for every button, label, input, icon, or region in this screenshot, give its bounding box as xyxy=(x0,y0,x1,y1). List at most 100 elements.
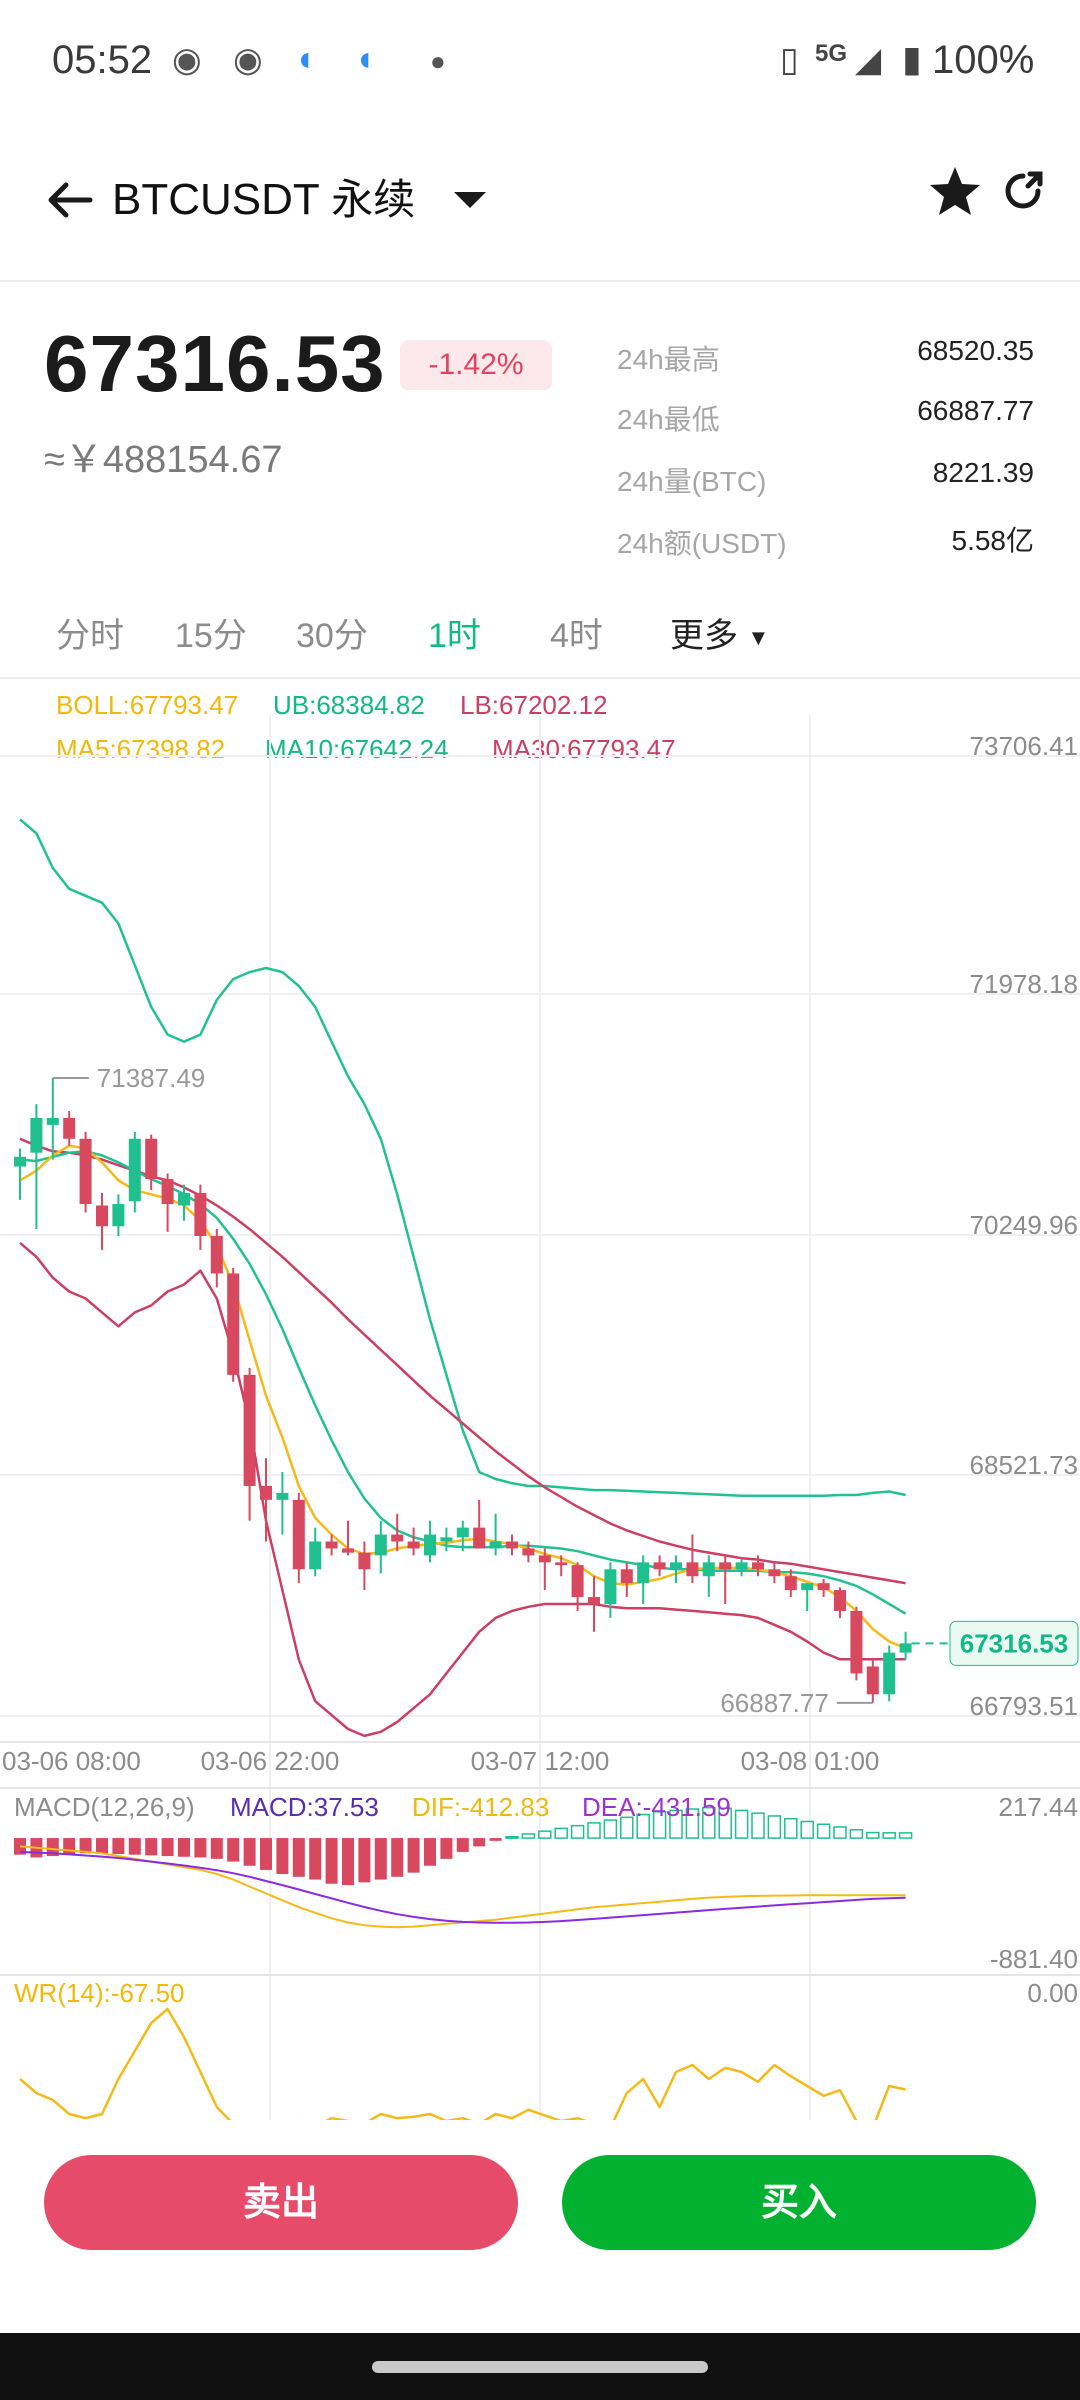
macd-bar xyxy=(866,1831,880,1839)
macd-bar xyxy=(669,1809,683,1839)
tab-more[interactable]: 更多 ▼ xyxy=(670,608,769,657)
buy-button[interactable]: 买入 xyxy=(562,2155,1036,2250)
tab-timeline[interactable]: 分时 xyxy=(56,617,124,655)
system-nav-bar xyxy=(0,2333,1080,2400)
kline-chart[interactable]: 73706.41 71978.18 70249.96 68521.73 66793.51… xyxy=(0,680,1080,2120)
candle-body xyxy=(161,1179,174,1205)
status-time: 05:52 xyxy=(52,38,153,82)
y-axis-label: 71978.18 xyxy=(970,969,1078,999)
candle-body xyxy=(883,1652,896,1695)
macd-bar xyxy=(145,1838,158,1856)
macd-params-label: MACD(12,26,9) xyxy=(14,1792,195,1822)
candle-body xyxy=(112,1204,125,1227)
y-axis-label: 73706.41 xyxy=(970,731,1078,761)
macd-bar xyxy=(407,1838,420,1873)
candle-body xyxy=(374,1534,387,1556)
macd-bar xyxy=(816,1823,831,1839)
macd-bar xyxy=(292,1838,305,1877)
candle-body xyxy=(210,1235,223,1274)
candle-body xyxy=(473,1527,486,1549)
ma5-label: MA5:67398.82 xyxy=(56,734,226,764)
candle-body xyxy=(735,1562,748,1570)
macd-bar xyxy=(424,1838,436,1866)
more-caret-icon: ▼ xyxy=(747,625,770,651)
weibo-icon: ◉ xyxy=(172,41,202,79)
x-axis-label: 03-06 22:00 xyxy=(201,1746,340,1776)
candle-body xyxy=(817,1583,830,1591)
candle-body xyxy=(456,1527,469,1538)
candle-body xyxy=(79,1138,92,1205)
candle-body xyxy=(407,1541,420,1549)
current-price-tag xyxy=(949,1620,1079,1666)
macd-bar xyxy=(440,1838,453,1859)
symbol-title[interactable]: BTCUSDT 永续 xyxy=(112,166,415,227)
candle-body xyxy=(784,1576,797,1591)
app-header: BTCUSDT 永续 xyxy=(0,140,1080,282)
candle-body xyxy=(227,1273,240,1375)
macd-bar xyxy=(570,1824,585,1839)
macd-bar xyxy=(456,1838,469,1852)
home-gesture-bar[interactable] xyxy=(372,2361,708,2373)
tab-4h[interactable]: 4时 xyxy=(550,617,603,655)
macd-bar xyxy=(833,1826,847,1839)
dea-line xyxy=(19,1850,906,1924)
high-marker-label: 71387.49 xyxy=(97,1063,205,1093)
candle-body xyxy=(850,1610,863,1674)
macd-bar xyxy=(79,1838,92,1854)
weibo-icon: ◉ xyxy=(233,41,263,79)
stat-high-label: 24h最高 xyxy=(617,344,720,375)
candle-body xyxy=(555,1562,568,1566)
candle-body xyxy=(424,1534,436,1556)
macd-bar xyxy=(767,1815,782,1839)
macd-bar xyxy=(652,1811,667,1839)
tab-30m[interactable]: 30分 xyxy=(296,617,368,655)
share-icon[interactable] xyxy=(998,166,1048,216)
candle-body xyxy=(276,1492,289,1500)
macd-bar xyxy=(734,1809,749,1839)
sell-button[interactable]: 卖出 xyxy=(44,2155,518,2250)
low-marker-label: 66887.77 xyxy=(720,1688,828,1718)
y-axis-label: 70249.96 xyxy=(970,1210,1078,1240)
macd-value-label: MACD:37.53 xyxy=(230,1792,379,1822)
macd-bar xyxy=(685,1808,700,1839)
candle-body xyxy=(489,1541,502,1549)
bubble-icon: ◐ xyxy=(358,40,379,78)
macd-bar xyxy=(276,1838,289,1875)
tab-15m[interactable]: 15分 xyxy=(175,617,247,655)
symbol-dropdown-icon[interactable] xyxy=(450,180,490,220)
macd-bar xyxy=(14,1838,26,1855)
candle-body xyxy=(391,1534,404,1542)
candle-body xyxy=(834,1590,846,1611)
candle-body xyxy=(96,1205,108,1227)
ma30-label: MA30:67793.47 xyxy=(492,734,676,764)
back-arrow-icon[interactable] xyxy=(40,170,100,230)
candle-body xyxy=(309,1541,322,1570)
candle-body xyxy=(243,1374,256,1486)
symbol-name: BTCUSDT xyxy=(112,175,319,224)
candle-body xyxy=(866,1666,879,1695)
signal-icon: ◢ xyxy=(855,41,882,79)
candle-body xyxy=(63,1117,76,1139)
candle-body xyxy=(588,1597,600,1605)
candle-body xyxy=(637,1562,650,1584)
nfc-icon: ▯ xyxy=(780,41,799,79)
stat-low-label: 24h最低 xyxy=(617,404,720,435)
ma30-line xyxy=(19,1137,906,1585)
battery-icon: ▮ xyxy=(902,38,922,79)
macd-bar xyxy=(849,1829,864,1839)
macd-bar xyxy=(358,1838,371,1883)
macd-bar xyxy=(46,1838,59,1857)
stat-turnover-value: 5.58亿 xyxy=(951,525,1035,556)
candle-body xyxy=(325,1541,338,1549)
ma10-label: MA10:67642.24 xyxy=(265,734,449,764)
wr-line xyxy=(19,2007,906,2120)
candle-body xyxy=(653,1562,666,1570)
macd-bar xyxy=(309,1838,322,1880)
candle-body xyxy=(440,1537,453,1542)
dif-line xyxy=(19,1845,906,1929)
macd-bar xyxy=(325,1838,338,1884)
favorite-star-icon[interactable] xyxy=(925,162,985,222)
dif-label: DIF:-412.83 xyxy=(412,1792,550,1822)
tab-1h[interactable]: 1时 xyxy=(428,617,481,655)
macd-bar xyxy=(489,1838,502,1841)
